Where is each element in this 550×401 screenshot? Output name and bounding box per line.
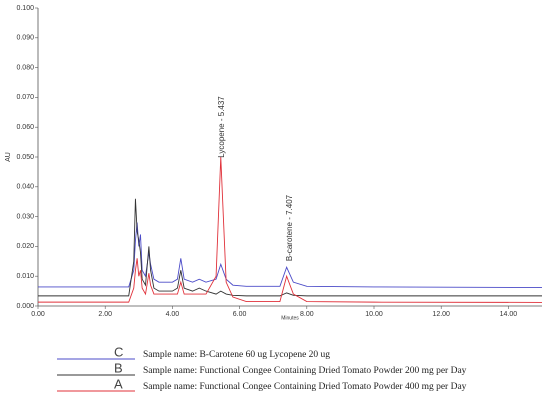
- legend-letter: B: [114, 360, 123, 375]
- y-tick-label: 0.080: [16, 64, 34, 71]
- y-tick-label: 0.070: [16, 94, 34, 101]
- y-tick-label: 0.000: [16, 303, 34, 310]
- y-tick-label: 0.100: [16, 5, 34, 12]
- trace: [38, 198, 542, 297]
- legend-label: Sample name: Functional Congee Containin…: [143, 366, 467, 376]
- x-tick-label: 6.00: [233, 311, 247, 318]
- y-tick-label: 0.050: [16, 154, 34, 161]
- x-tick-label: 14.00: [500, 311, 518, 318]
- legend-letter: A: [114, 376, 123, 391]
- legend-label: Sample name: B-Carotene 60 ug Lycopene 2…: [143, 350, 330, 360]
- x-tick-label: 10.00: [365, 311, 383, 318]
- x-tick-label: 8.00: [300, 311, 314, 318]
- y-tick-label: 0.030: [16, 213, 34, 220]
- peak-annotation: Lycopene - 5.437: [217, 96, 226, 158]
- y-tick-label: 0.020: [16, 243, 34, 250]
- x-tick-label: 0.00: [31, 311, 45, 318]
- trace: [38, 222, 543, 288]
- trace: [38, 156, 543, 303]
- y-tick-label: 0.010: [16, 273, 34, 280]
- x-tick-label: 12.00: [432, 311, 450, 318]
- legend-label: Sample name: Functional Congee Containin…: [143, 382, 467, 392]
- x-axis-label: Minutes: [281, 315, 299, 321]
- x-tick-label: 2.00: [98, 311, 112, 318]
- y-axis-label: AU: [5, 152, 12, 162]
- y-tick-label: 0.040: [16, 184, 34, 191]
- legend-letter: C: [114, 344, 123, 359]
- y-tick-label: 0.060: [16, 124, 34, 131]
- x-tick-label: 4.00: [166, 311, 180, 318]
- peak-annotation: B-carotene - 7.407: [285, 194, 294, 261]
- y-tick-label: 0.090: [16, 35, 34, 42]
